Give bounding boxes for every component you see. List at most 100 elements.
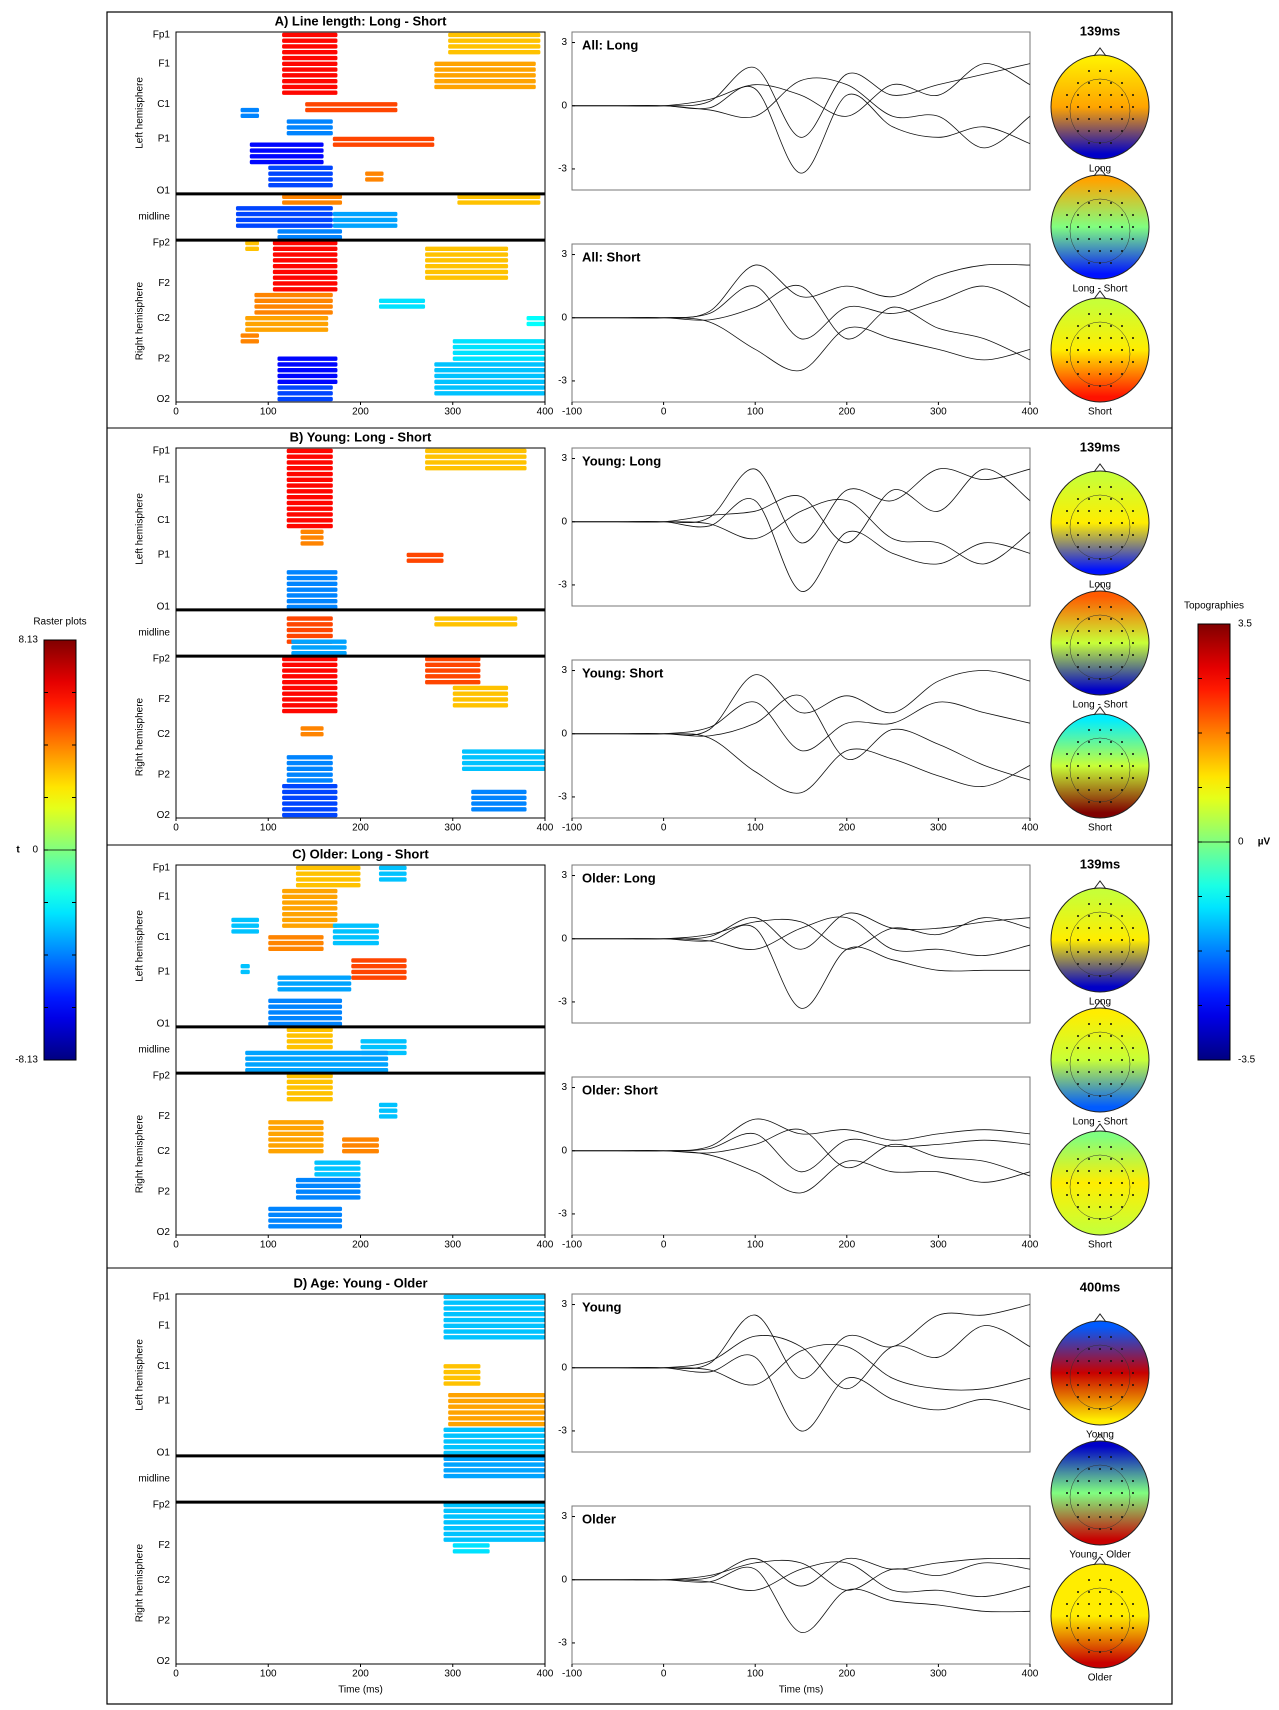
electrode [1121, 522, 1123, 524]
electrode [1110, 1360, 1112, 1362]
raster-bar [282, 67, 338, 72]
raster-bar [425, 668, 481, 673]
electrode [1077, 1206, 1079, 1208]
raster-bar [471, 795, 527, 800]
waveform [572, 924, 1030, 1009]
electrode [1121, 226, 1123, 228]
raster-bar [282, 84, 338, 90]
electrode [1077, 951, 1079, 953]
row-label: C1 [157, 99, 170, 110]
electrode [1121, 202, 1123, 204]
electrode [1088, 1083, 1090, 1085]
row-label: O1 [157, 1019, 171, 1030]
electrode [1110, 753, 1112, 755]
colorbar-title: Raster plots [33, 617, 86, 628]
raster-bar [235, 217, 333, 223]
raster-bar [277, 981, 352, 986]
raster-bar [425, 454, 527, 459]
electrode [1099, 226, 1101, 228]
raster-bar [245, 1050, 389, 1056]
raster-bar [268, 177, 333, 182]
electrode [1121, 534, 1123, 536]
raster-bar [286, 581, 338, 587]
raster-bar [295, 871, 361, 876]
raster-bar [272, 269, 338, 275]
raster-bar [448, 1416, 545, 1421]
electrode [1099, 1348, 1101, 1350]
raster-bar [245, 327, 329, 332]
electrode [1110, 546, 1112, 548]
electrode [1110, 1492, 1112, 1494]
electrode [1099, 1218, 1101, 1220]
electrode [1110, 1158, 1112, 1160]
raster-bar [425, 662, 481, 667]
x-tick-label: 0 [173, 407, 179, 418]
raster-bar [314, 1160, 361, 1165]
raster-bar [268, 1010, 343, 1015]
waveform [572, 1559, 1031, 1591]
electrode [1077, 1504, 1079, 1506]
raster-bar [282, 73, 338, 78]
raster-bar [268, 1125, 324, 1131]
colorbar-tick-label: 0 [32, 845, 38, 856]
x-tick-label: 400 [537, 823, 554, 834]
electrode [1099, 373, 1101, 375]
raster-bar [245, 315, 329, 321]
raster-bar [448, 1404, 545, 1409]
electrode [1110, 1071, 1112, 1073]
raster-bar [526, 315, 545, 321]
electrode [1132, 630, 1134, 632]
y-tick-label: 0 [561, 933, 567, 944]
waveform [571, 468, 1031, 544]
electrode [1132, 1627, 1134, 1629]
raster-bar [286, 1044, 333, 1050]
x-tick-label: 400 [537, 1669, 554, 1680]
raster-bar [268, 998, 343, 1004]
x-tick-label: 100 [747, 823, 764, 834]
raster-bar [245, 240, 260, 246]
raster-bar [254, 304, 333, 309]
raster-bar [286, 471, 333, 477]
raster-bar [448, 1392, 545, 1398]
electrode [1088, 618, 1090, 620]
raster-bar [360, 1044, 407, 1050]
electrode [1066, 1194, 1068, 1196]
raster-bar [365, 177, 384, 182]
electrode [1088, 142, 1090, 144]
electrode [1110, 349, 1112, 351]
colorbar-title: Topographies [1184, 601, 1244, 612]
raster-bar [282, 679, 338, 685]
electrode [1077, 546, 1079, 548]
electrode [1088, 510, 1090, 512]
x-tick-label: 400 [1022, 823, 1039, 834]
colorbar-tick-label: 8.13 [19, 635, 39, 646]
row-label: F1 [158, 891, 170, 902]
raster-bar [268, 1224, 343, 1229]
electrode [1110, 927, 1112, 929]
raster-bar [443, 1433, 545, 1438]
raster-bar [332, 223, 398, 228]
electrode [1099, 202, 1101, 204]
x-tick-label: 0 [173, 823, 179, 834]
x-axis-label: Time (ms) [338, 1685, 383, 1696]
raster-bar [291, 651, 347, 656]
raster-bar [452, 1549, 490, 1554]
electrode [1099, 1336, 1101, 1338]
raster-bar [443, 1294, 545, 1300]
electrode [1110, 963, 1112, 965]
y-tick-label: -3 [558, 376, 567, 387]
raster-bar [434, 67, 536, 72]
raster-bar [254, 292, 333, 298]
raster-bar [286, 1033, 333, 1038]
electrode [1110, 226, 1112, 228]
raster-bar [443, 1323, 545, 1328]
raster-bar [277, 235, 343, 240]
raster-bar [443, 1369, 481, 1375]
row-label: P2 [158, 353, 171, 364]
raster-bar [443, 1312, 545, 1317]
raster-bar [240, 969, 250, 975]
electrode [1099, 1480, 1101, 1482]
electrode [1099, 927, 1101, 929]
topo-nose [1093, 706, 1107, 716]
raster-bar [249, 154, 324, 159]
